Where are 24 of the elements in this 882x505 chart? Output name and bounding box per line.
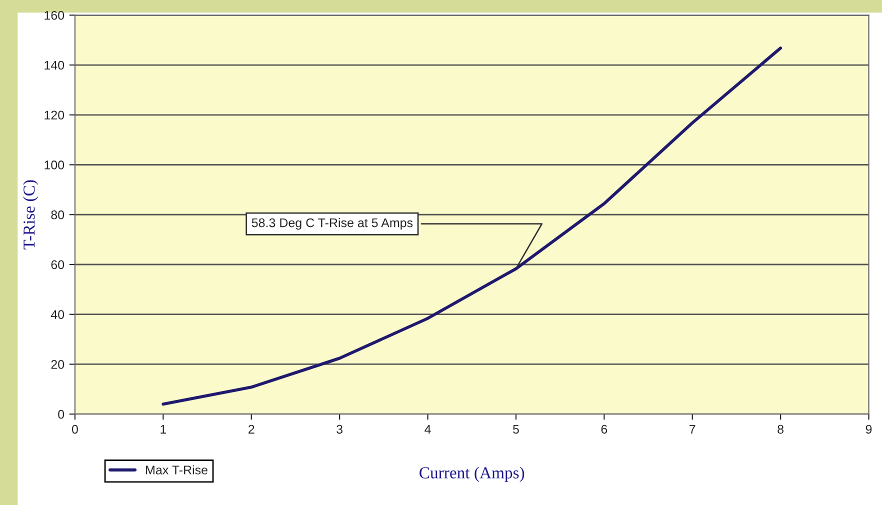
- x-tick-label: 8: [778, 424, 784, 434]
- y-axis-title: T-Rise (C): [23, 180, 38, 250]
- x-tick-label: 2: [248, 424, 254, 434]
- x-tick-label: 5: [512, 424, 519, 434]
- annotation: 58.3 Deg C T-Rise at 5 Amps: [252, 218, 413, 230]
- x-axis-title: Current (Amps): [420, 466, 524, 482]
- legend-label: Max T-Rise: [146, 465, 208, 474]
- y-tick-label: 40: [50, 310, 64, 320]
- x-tick-label: 4: [424, 424, 431, 434]
- y-tick-label: 0: [58, 410, 64, 419]
- x-tick-label: 0: [72, 424, 78, 434]
- y-tick-label: 100: [44, 160, 64, 170]
- y-tick-label: 80: [51, 210, 64, 220]
- x-tick-label: 1: [160, 424, 166, 434]
- y-tick-label: 120: [44, 110, 64, 120]
- x-tick-label: 9: [866, 424, 872, 434]
- y-tick-label: 60: [51, 260, 64, 270]
- y-tick-label: 20: [51, 360, 64, 369]
- y-tick-label: 140: [44, 60, 64, 70]
- y-tick-label: 160: [44, 10, 64, 20]
- x-tick-label: 7: [690, 424, 696, 434]
- x-tick-label: 3: [336, 424, 342, 434]
- x-tick-label: 6: [601, 424, 608, 434]
- line-series: [162, 46, 782, 406]
